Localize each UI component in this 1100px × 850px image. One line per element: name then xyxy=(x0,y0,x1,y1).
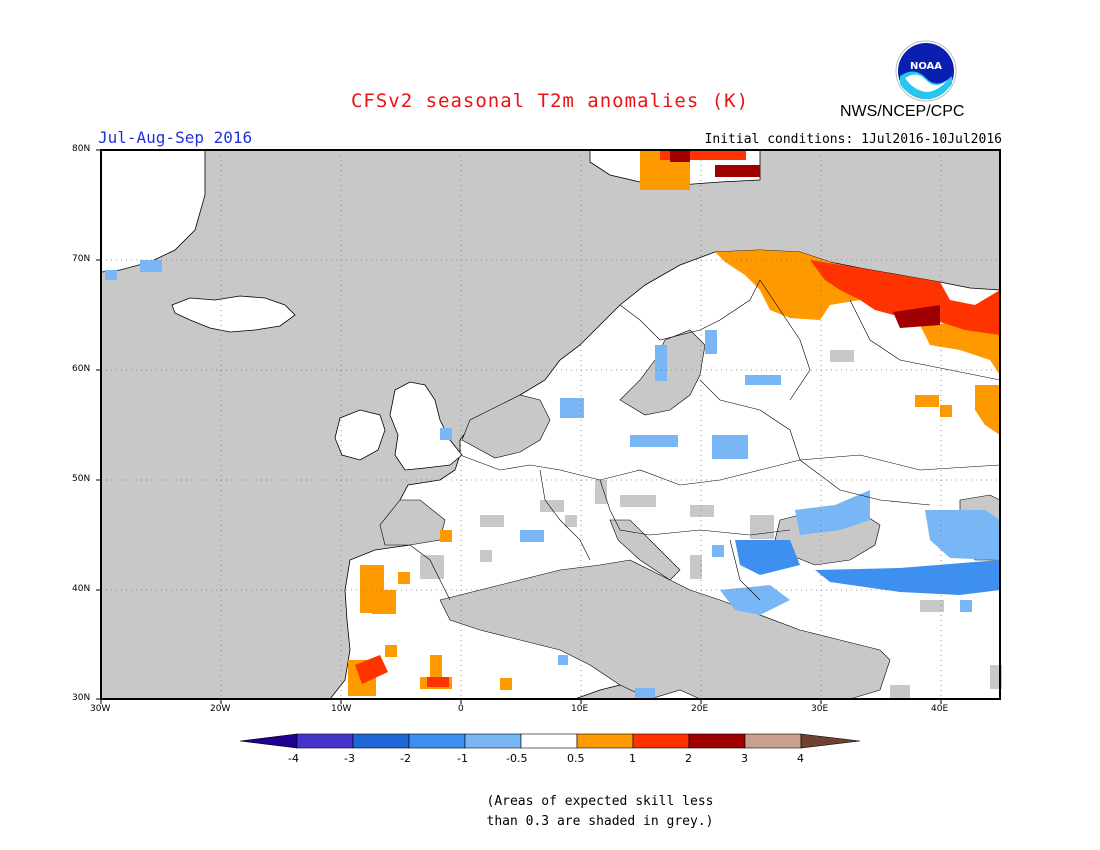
legend-tick-label: -2 xyxy=(400,752,411,765)
legend-swatch-above-4 xyxy=(800,733,861,749)
skill-note-line2: than 0.3 are shaded in grey.) xyxy=(486,814,714,829)
north-sea xyxy=(461,394,551,459)
lon-label: 10W xyxy=(331,704,352,714)
legend-swatch-minus4-minus3 xyxy=(296,733,354,749)
legend-tick-label: -0.5 xyxy=(506,752,528,765)
lon-label: 0 xyxy=(458,704,464,714)
lat-label: 80N xyxy=(72,144,91,154)
noaa-logo-text: NOAA xyxy=(910,61,942,72)
map-frame xyxy=(100,149,1001,700)
lon-label: 30E xyxy=(811,704,829,714)
legend-swatch-2-3 xyxy=(688,733,746,749)
lon-label: 20W xyxy=(210,704,231,714)
iceland xyxy=(171,295,296,333)
noaa-logo-icon: NOAA xyxy=(895,40,957,102)
lon-label: 30W xyxy=(90,704,111,714)
bay-of-biscay xyxy=(379,499,446,546)
mediterranean-sea xyxy=(439,559,891,700)
legend-swatch-1-2 xyxy=(632,733,690,749)
cool-anomaly-patches xyxy=(105,260,1000,699)
legend-swatch-minus3-minus2 xyxy=(352,733,410,749)
forecast-period: Jul-Aug-Sep 2016 xyxy=(98,128,253,147)
low-skill-land-patches xyxy=(420,350,1002,699)
legend-tick-label: 0.5 xyxy=(567,752,585,765)
anomaly-1-2-arctic xyxy=(810,260,1000,335)
lon-label: 40E xyxy=(931,704,949,714)
legend-tick-label: -1 xyxy=(457,752,468,765)
legend-swatch-minus1-minus05 xyxy=(464,733,522,749)
anomaly-0.5-1-east xyxy=(920,320,1000,375)
legend-swatch-neutral xyxy=(520,733,578,749)
initial-conditions: Initial conditions: 1Jul2016-10Jul2016 xyxy=(704,132,1002,147)
color-legend xyxy=(239,733,861,749)
lon-label: 20E xyxy=(691,704,709,714)
lat-label: 60N xyxy=(72,364,91,374)
lon-label: 10E xyxy=(571,704,589,714)
lat-label: 30N xyxy=(72,693,91,703)
legend-tick-label: 3 xyxy=(741,752,748,765)
legend-tick-label: 1 xyxy=(629,752,636,765)
lat-label: 70N xyxy=(72,254,91,264)
legend-swatch-3-4 xyxy=(744,733,802,749)
legend-tick-label: -3 xyxy=(344,752,355,765)
great-britain xyxy=(389,381,463,471)
skill-note: (Areas of expected skill less than 0.3 a… xyxy=(430,792,770,832)
map-title: CFSv2 seasonal T2m anomalies (K) xyxy=(350,90,750,112)
legend-tick-label: 4 xyxy=(797,752,804,765)
warm-anomaly-patches xyxy=(348,150,1000,696)
legend-swatch-below-4 xyxy=(239,733,298,749)
lat-label: 40N xyxy=(72,584,91,594)
legend-swatch-minus2-minus1 xyxy=(408,733,466,749)
legend-tick-label: 2 xyxy=(685,752,692,765)
ireland xyxy=(334,409,386,461)
country-borders xyxy=(409,279,1001,601)
agency-label: NWS/NCEP/CPC xyxy=(840,103,965,120)
lat-label: 50N xyxy=(72,474,91,484)
skill-note-line1: (Areas of expected skill less xyxy=(486,794,714,809)
adriatic-sea xyxy=(609,519,681,581)
legend-tick-label: -4 xyxy=(288,752,299,765)
legend-swatch-05-1 xyxy=(576,733,634,749)
